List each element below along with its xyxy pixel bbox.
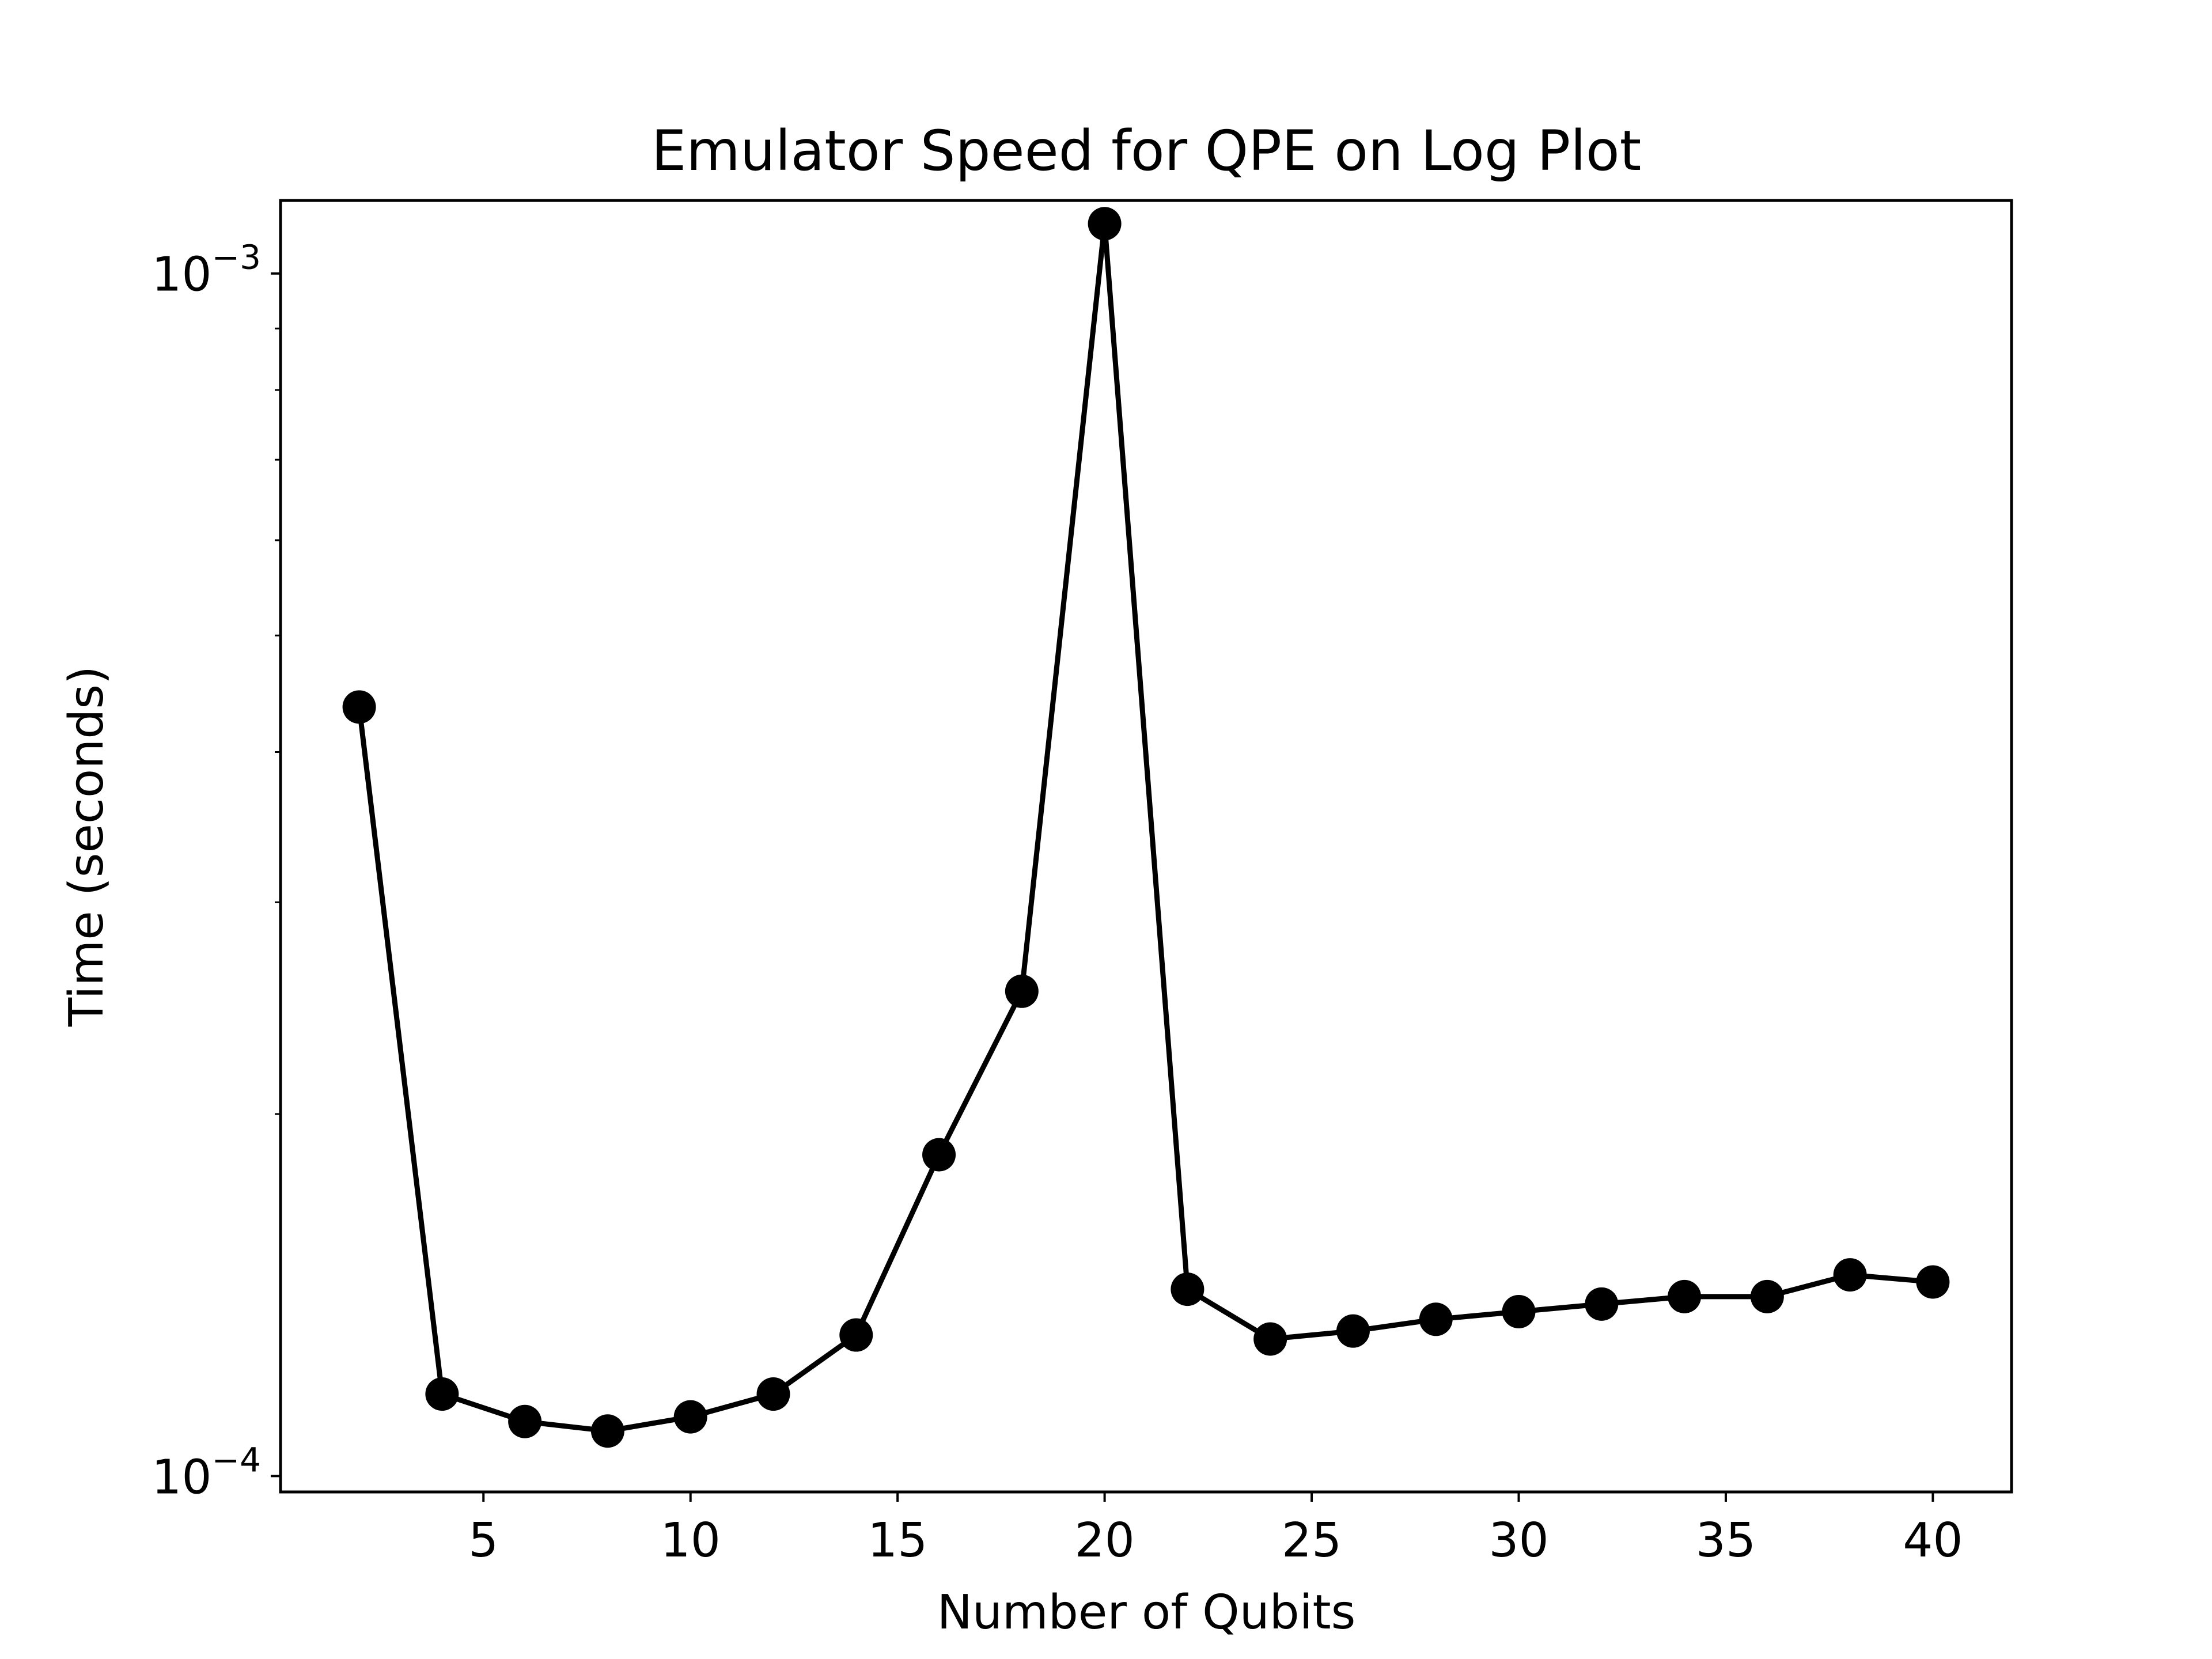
data-point	[1253, 1322, 1287, 1356]
data-point	[922, 1138, 956, 1172]
data-point	[1419, 1302, 1453, 1336]
x-tick-label: 20	[1074, 1513, 1134, 1568]
x-tick-label: 25	[1282, 1513, 1342, 1568]
y-tick-base: 10	[151, 248, 211, 302]
data-point	[425, 1377, 459, 1411]
data-point	[1171, 1272, 1205, 1306]
data-point	[839, 1318, 873, 1352]
data-point	[590, 1414, 624, 1448]
x-tick-label: 40	[1903, 1513, 1963, 1568]
x-tick-label: 10	[661, 1513, 721, 1568]
data-point	[1336, 1314, 1370, 1348]
x-axis: 5 10 15 20 25 30 35 40	[468, 1492, 1963, 1568]
data-point	[673, 1400, 707, 1434]
y-tick-label: 10−3	[151, 238, 261, 302]
y-axis: 10−410−3	[151, 238, 281, 1505]
x-tick-label: 35	[1696, 1513, 1756, 1568]
x-tick-label: 30	[1488, 1513, 1548, 1568]
y-axis-label: Time (seconds)	[59, 666, 114, 1027]
data-point	[1585, 1287, 1619, 1321]
series-line	[357, 221, 1933, 1434]
data-point	[1502, 1294, 1536, 1328]
y-tick-base: 10	[151, 1450, 211, 1505]
chart-title: Emulator Speed for QPE on Log Plot	[652, 119, 1641, 183]
data-point	[756, 1377, 790, 1411]
series-layer	[342, 207, 1950, 1448]
y-tick-exponent: −4	[212, 1440, 262, 1479]
y-tick-label: 10−4	[151, 1440, 261, 1505]
data-point	[508, 1404, 542, 1438]
x-axis-label: Number of Qubits	[937, 1585, 1356, 1640]
plot-area-frame	[279, 199, 2013, 1494]
x-tick-label: 5	[468, 1513, 498, 1568]
data-point	[1916, 1265, 1950, 1299]
x-tick-label: 15	[868, 1513, 927, 1568]
y-tick-exponent: −3	[212, 238, 262, 277]
data-point	[1668, 1279, 1702, 1313]
data-point	[1833, 1258, 1867, 1292]
data-point	[342, 690, 376, 724]
data-point	[1088, 207, 1122, 241]
data-point	[1750, 1279, 1784, 1313]
data-point	[1005, 974, 1039, 1008]
